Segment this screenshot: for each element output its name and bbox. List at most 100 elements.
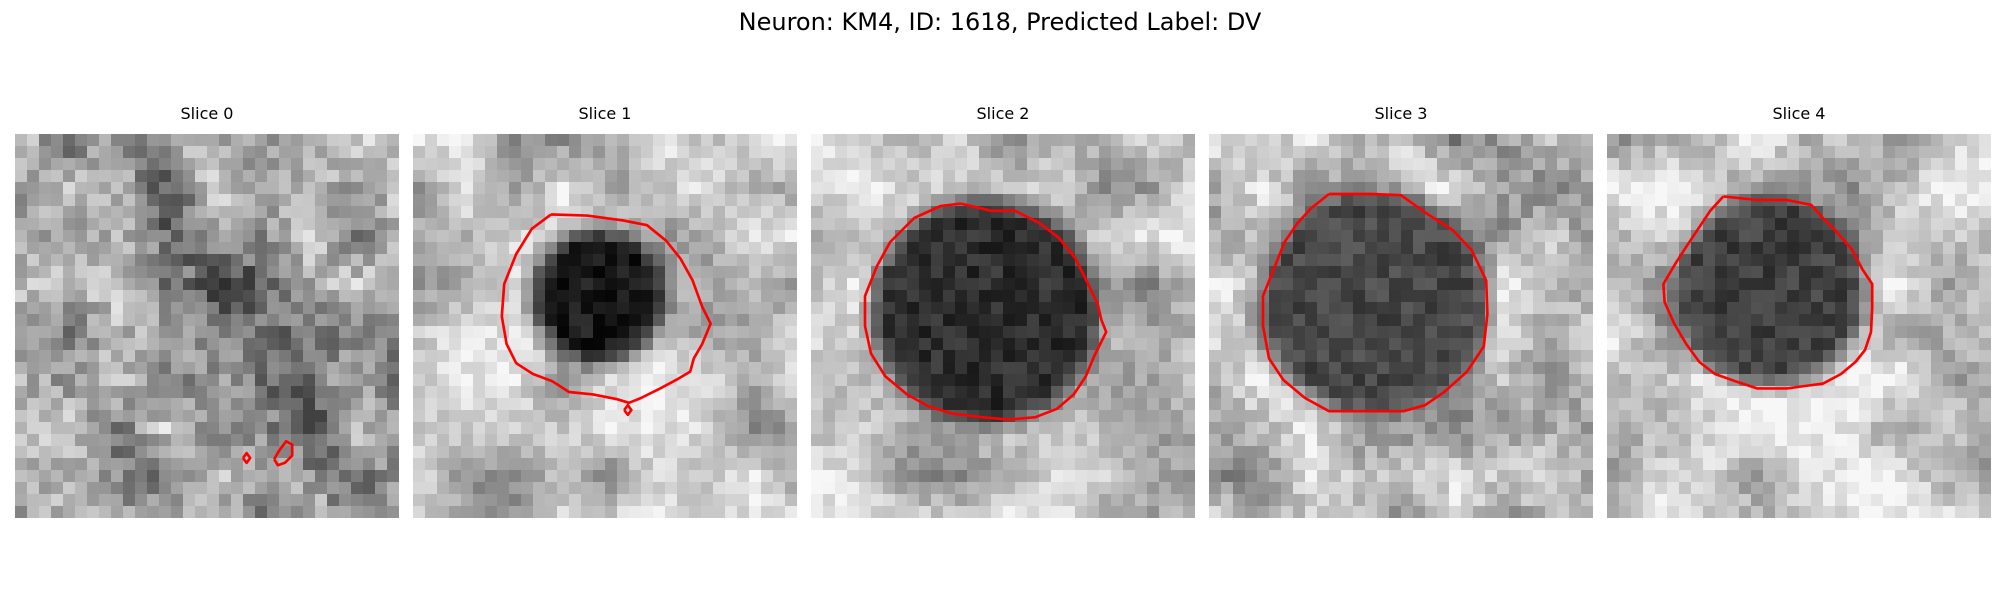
pixel [1111, 398, 1124, 411]
pixel [1221, 242, 1234, 255]
pixel [1679, 278, 1692, 291]
pixel [243, 374, 256, 387]
pixel [943, 386, 956, 399]
pixel [1305, 254, 1318, 267]
pixel [761, 302, 774, 315]
pixel [785, 266, 797, 279]
pixel [437, 494, 450, 507]
pixel [1257, 158, 1270, 171]
pixel [99, 410, 112, 423]
pixel [1751, 422, 1764, 435]
pixel [1365, 218, 1378, 231]
pixel [967, 182, 980, 195]
pixel [1485, 386, 1498, 399]
pixel [413, 146, 426, 159]
pixel [363, 362, 376, 375]
pixel [195, 470, 208, 483]
pixel [1341, 254, 1354, 267]
pixel [811, 374, 824, 387]
pixel [1811, 314, 1824, 327]
pixel [15, 158, 28, 171]
pixel [629, 206, 642, 219]
pixel [533, 266, 546, 279]
pixel [1871, 302, 1884, 315]
pixel [1413, 134, 1426, 147]
pixel [761, 134, 774, 147]
pixel [461, 446, 474, 459]
pixel [1135, 506, 1148, 518]
pixel [629, 434, 642, 447]
pixel [689, 170, 702, 183]
pixel [1413, 194, 1426, 207]
pixel [1063, 266, 1076, 279]
pixel [387, 266, 399, 279]
pixel [1931, 254, 1944, 267]
pixel [123, 182, 136, 195]
pixel [1907, 266, 1920, 279]
pixel [1919, 134, 1932, 147]
pixel [689, 158, 702, 171]
pixel [1775, 134, 1788, 147]
pixel [907, 278, 920, 291]
pixel [847, 134, 860, 147]
pixel [1569, 386, 1582, 399]
pixel [1775, 158, 1788, 171]
pixel [1895, 278, 1908, 291]
pixel [991, 146, 1004, 159]
pixel [485, 314, 498, 327]
pixel [883, 482, 896, 495]
pixel [171, 506, 184, 518]
pixel [725, 302, 738, 315]
pixel [1607, 458, 1620, 471]
pixel [219, 374, 232, 387]
pixel [1329, 326, 1342, 339]
pixel [1871, 434, 1884, 447]
pixel [1545, 506, 1558, 518]
pixel [303, 326, 316, 339]
pixel [1607, 146, 1620, 159]
pixel [1269, 326, 1282, 339]
pixel [1581, 314, 1593, 327]
pixel [291, 230, 304, 243]
pixel [339, 362, 352, 375]
pixel [291, 446, 304, 459]
pixel [99, 266, 112, 279]
pixel [1293, 410, 1306, 423]
pixel [375, 218, 388, 231]
pixel [449, 338, 462, 351]
pixel [1979, 158, 1991, 171]
pixel [1123, 314, 1136, 327]
pixel [1087, 422, 1100, 435]
pixel [931, 458, 944, 471]
pixel [1751, 446, 1764, 459]
pixel [1159, 218, 1172, 231]
pixel [1111, 242, 1124, 255]
pixel [1823, 134, 1836, 147]
pixel [1377, 458, 1390, 471]
pixel [521, 446, 534, 459]
pixel [75, 194, 88, 207]
pixel [1619, 146, 1632, 159]
pixel [1027, 278, 1040, 291]
pixel [677, 158, 690, 171]
pixel [1811, 266, 1824, 279]
pixel [1557, 170, 1570, 183]
pixel [1533, 218, 1546, 231]
pixel [1425, 422, 1438, 435]
pixel [689, 218, 702, 231]
pixel [387, 434, 399, 447]
pixel [1967, 194, 1980, 207]
pixel [255, 338, 268, 351]
pixel [63, 170, 76, 183]
pixel [231, 362, 244, 375]
pixel [811, 422, 824, 435]
pixel [75, 206, 88, 219]
pixel [267, 362, 280, 375]
pixel [1799, 410, 1812, 423]
pixel [437, 422, 450, 435]
pixel [1955, 278, 1968, 291]
pixel [1039, 278, 1052, 291]
pixel [267, 158, 280, 171]
pixel [75, 446, 88, 459]
pixel [1003, 254, 1016, 267]
